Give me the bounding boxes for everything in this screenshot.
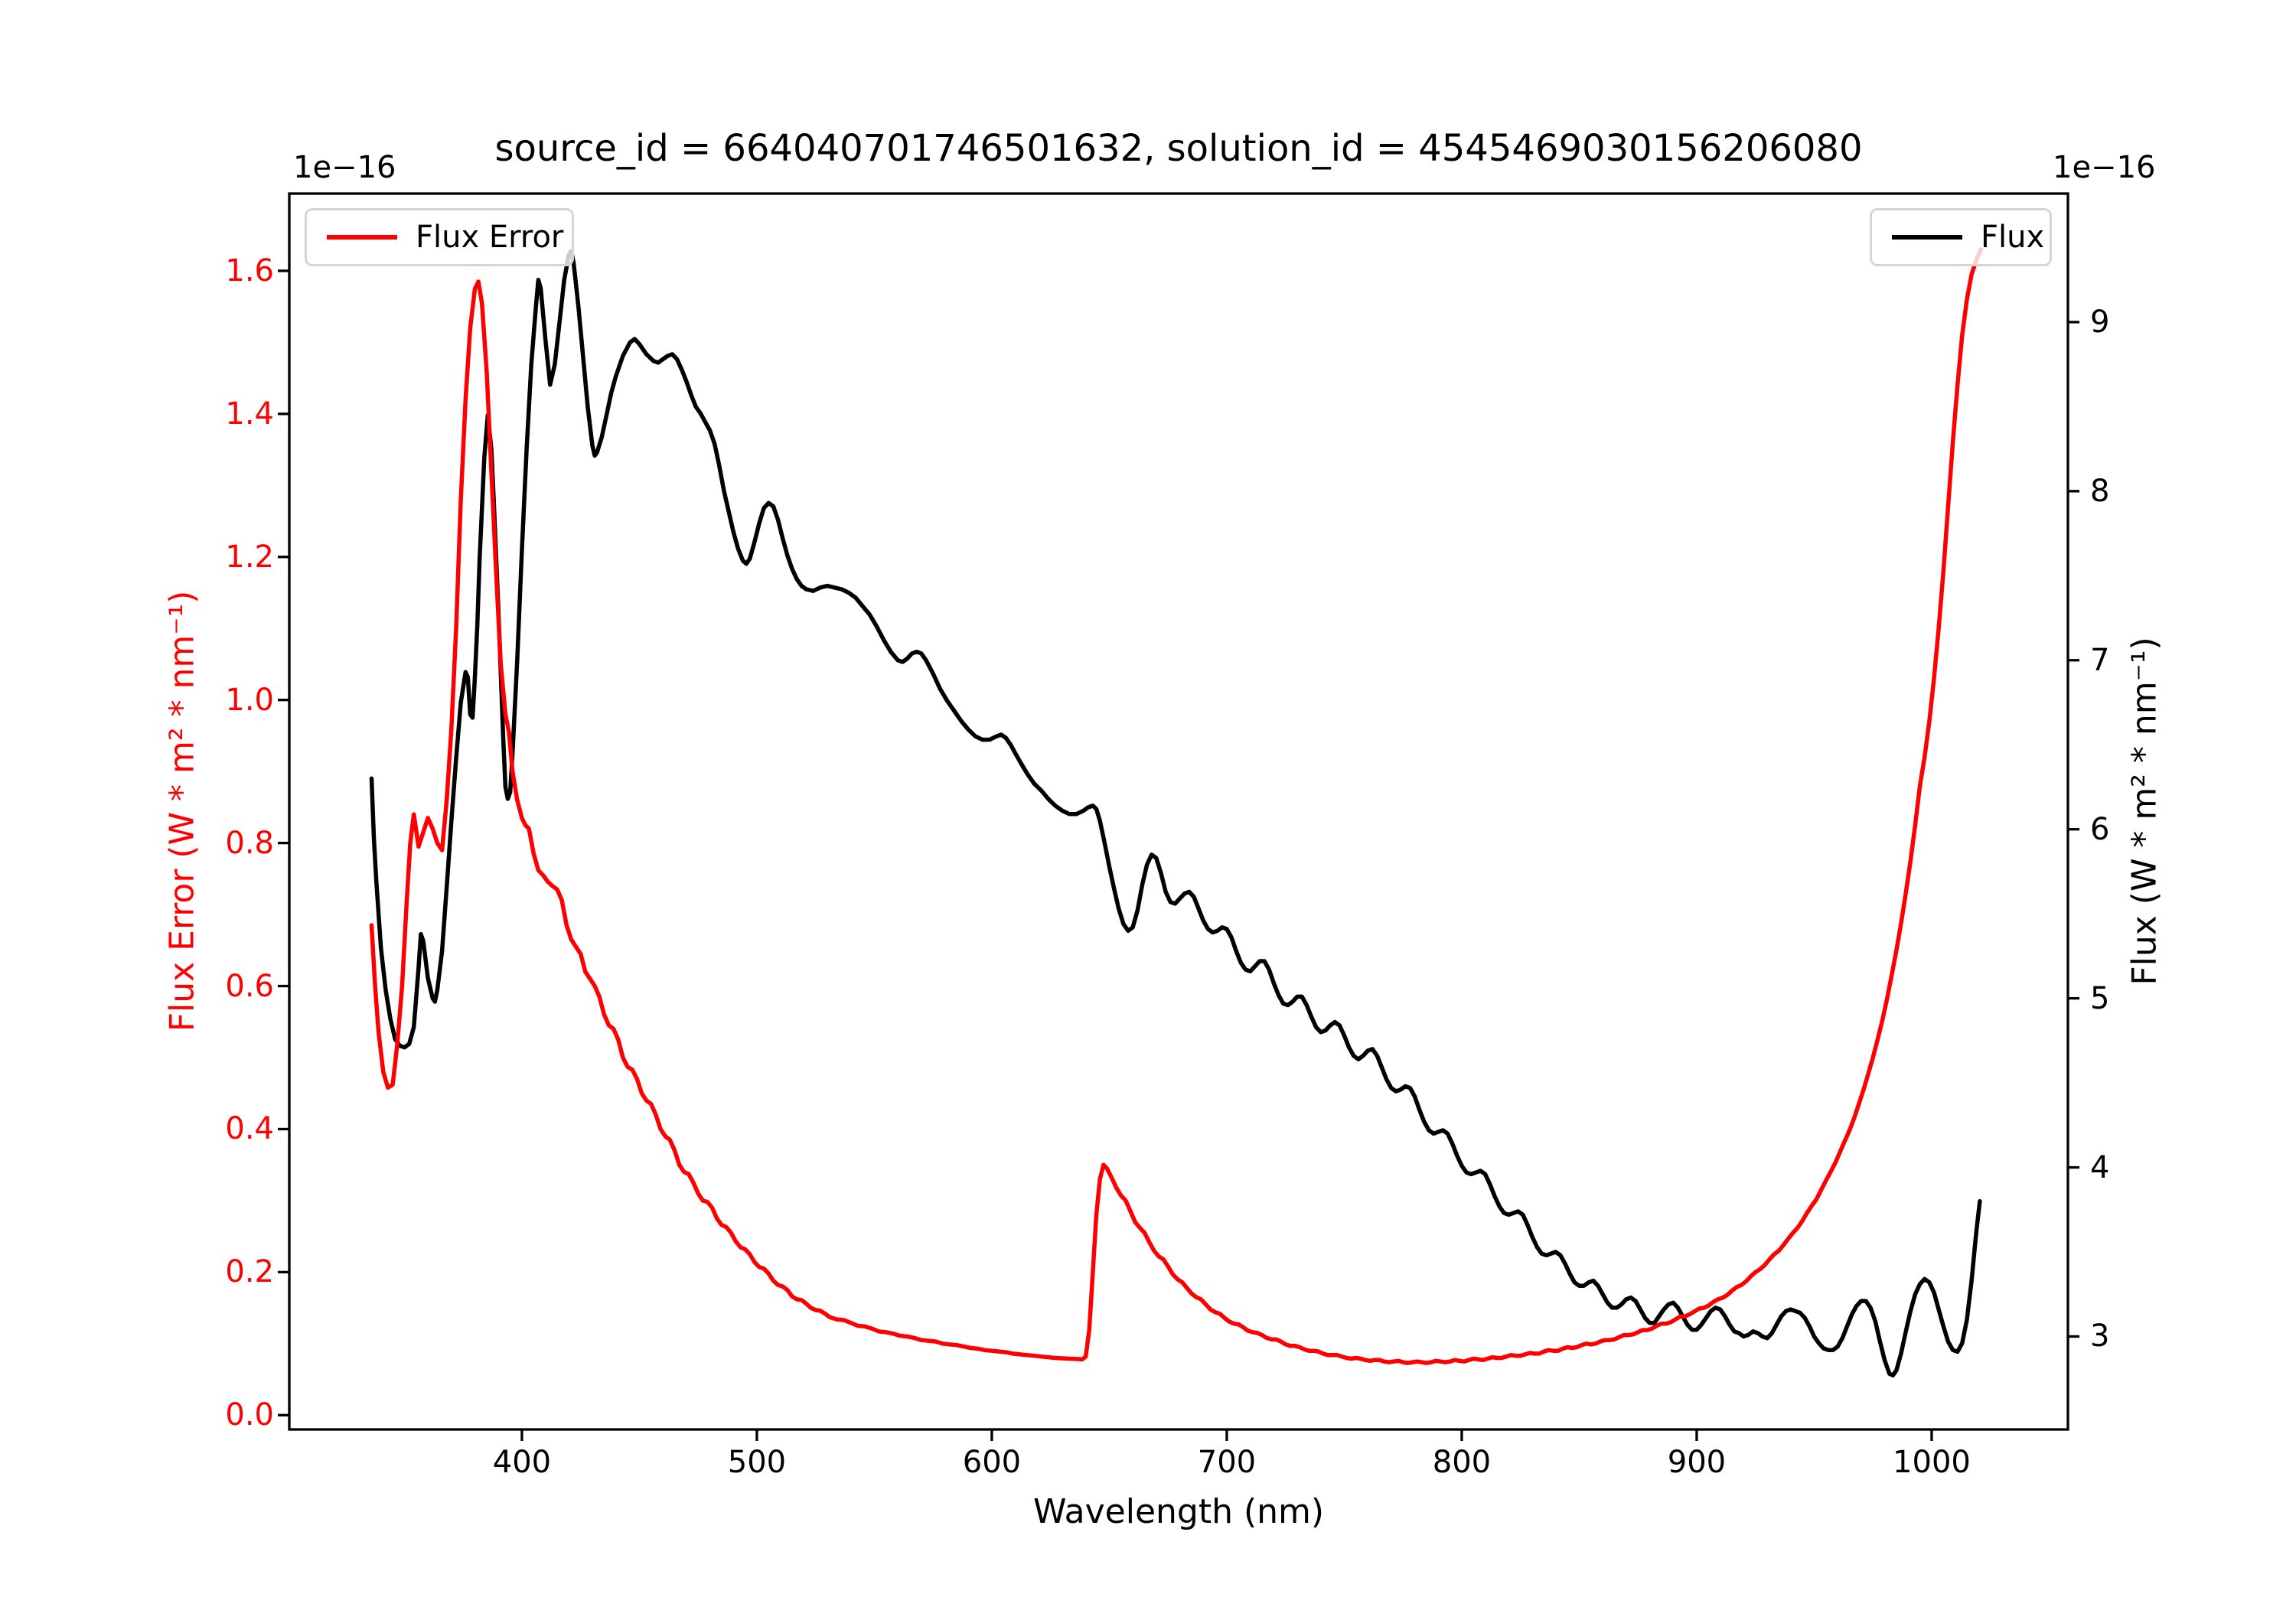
plot-frame [288,192,2069,1431]
xtick-label: 900 [1667,1445,1727,1480]
right-y-axis-label: Flux (W * m² * nm⁻¹) [2125,637,2164,986]
ytick-label-left: 1.2 [225,539,274,575]
ytick-label-right: 7 [2090,642,2110,678]
flux-error-legend-label: Flux Error [416,220,564,255]
xtick-label: 1000 [1893,1445,1971,1480]
ytick-label-left: 0.0 [225,1397,274,1433]
ytick-label-left: 0.6 [225,968,274,1004]
flux-legend-label: Flux [1981,220,2045,255]
ytick-label-right: 9 [2090,304,2110,340]
xtick-label: 400 [492,1445,552,1480]
ytick-label-right: 3 [2090,1319,2110,1354]
plot-area [369,247,1984,1378]
ytick-label-left: 0.4 [225,1111,274,1147]
xtick-label: 600 [962,1445,1022,1480]
ytick-label-left: 1.4 [225,396,274,432]
ytick-label-right: 8 [2090,473,2110,509]
chart-title: source_id = 664040701746501632, solution… [494,127,1863,170]
legend-flux: Flux [1870,208,2052,266]
ytick-label-left: 0.8 [225,825,274,861]
xtick-label: 500 [727,1445,787,1480]
left-y-axis-label: Flux Error (W * m² * nm⁻¹) [162,590,202,1032]
ytick-label-left: 0.2 [225,1254,274,1290]
ytick-label-right: 6 [2090,811,2110,847]
right-axis-offset-text: 1e−16 [2053,150,2156,185]
flux-legend-line-icon [1892,235,1962,240]
flux-line [369,249,1982,1378]
xtick-label: 800 [1432,1445,1492,1480]
ytick-label-right: 4 [2090,1149,2110,1185]
xtick-label: 700 [1197,1445,1257,1480]
flux-error-legend-line-icon [327,235,397,240]
x-axis-label: Wavelength (nm) [1032,1492,1325,1531]
left-axis-offset-text: 1e−16 [293,150,396,185]
legend-flux-error: Flux Error [305,208,574,266]
flux-error-line [369,247,1984,1365]
ytick-label-left: 1.0 [225,682,274,718]
ytick-label-right: 5 [2090,980,2110,1016]
ytick-label-left: 1.6 [225,253,274,288]
